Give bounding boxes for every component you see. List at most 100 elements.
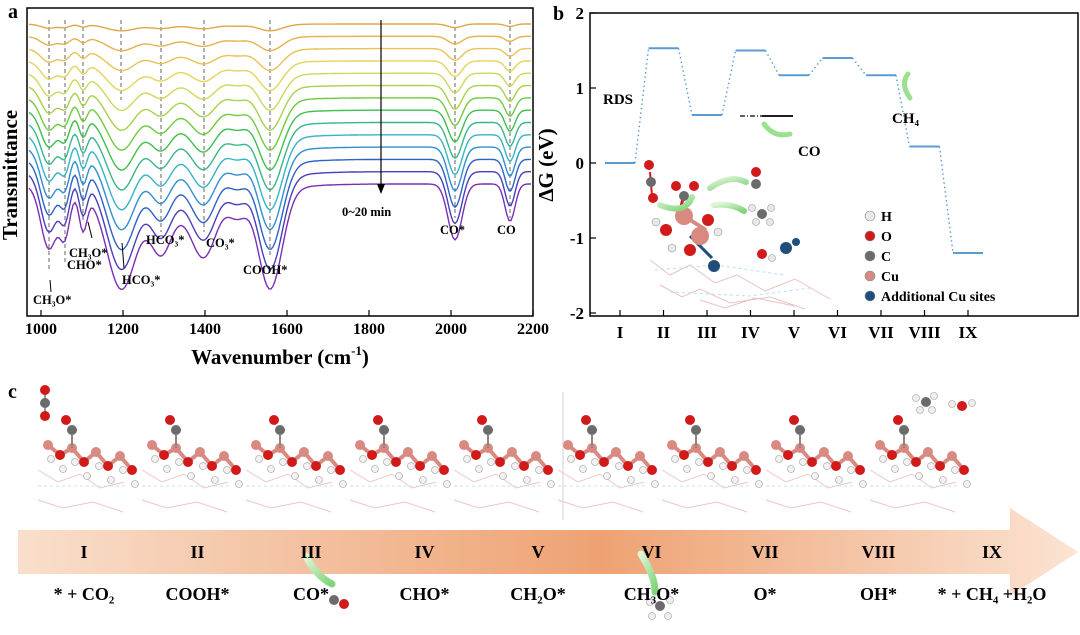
- panel-b-yticks: 2 1 0 -1 -2: [570, 4, 596, 323]
- slab-atom: [183, 457, 193, 467]
- annot-hco3-low: HCO₃*: [122, 273, 160, 287]
- slab-atom: [935, 461, 945, 471]
- slab-structure: [765, 415, 867, 513]
- slab-lattice: [661, 469, 749, 489]
- x-tick-label: VI: [828, 323, 847, 342]
- slab-atom: [251, 440, 261, 450]
- step-number: III: [300, 542, 321, 562]
- time-label: 0~20 min: [342, 205, 391, 219]
- slab-atom: [599, 457, 609, 467]
- slab-h-atom: [683, 465, 691, 473]
- slab-lattice: [245, 469, 333, 489]
- slab-atom: [495, 457, 505, 467]
- step-number: VIII: [861, 542, 895, 562]
- slab-lattice: [661, 499, 748, 513]
- step-species: CO*: [293, 584, 329, 604]
- slab-lattice: [557, 499, 644, 513]
- annot-cooh: COOH*: [243, 263, 287, 277]
- slab-h-atom: [407, 462, 415, 470]
- slab-lattice: [453, 499, 540, 513]
- slab-lattice: [869, 499, 956, 513]
- adsorbate-atom: [789, 415, 799, 425]
- slab-atom: [887, 450, 897, 460]
- spectrum-line: [28, 23, 531, 32]
- inset-cluster: [651, 181, 800, 272]
- ch4-leaving: [637, 550, 674, 620]
- slab-h-atom: [743, 466, 751, 474]
- slab-h-atom: [339, 480, 347, 488]
- slab-h-atom: [511, 462, 519, 470]
- slab-h-atom: [835, 476, 843, 484]
- spectrum-line: [28, 109, 531, 171]
- step-species: CH₃O*: [624, 584, 679, 604]
- gas-ch4-h2o: [912, 392, 976, 414]
- slab-lattice: [245, 499, 332, 513]
- slab-atom: [519, 461, 529, 471]
- spectrum-line: [28, 97, 532, 151]
- slab-atom: [543, 465, 553, 475]
- slab-atom: [43, 440, 53, 450]
- slab-h-atom: [151, 455, 159, 463]
- slab-atom: [531, 451, 541, 461]
- slab-structure: [349, 415, 451, 513]
- slab-h-atom: [255, 455, 263, 463]
- slab-structure: [869, 415, 971, 513]
- slab-h-atom: [371, 465, 379, 473]
- energy-connector: [634, 48, 650, 164]
- annot-ch3o-mid: CH₃O*: [69, 246, 107, 260]
- slab-atom: [679, 450, 689, 460]
- slab-atom: [367, 450, 377, 460]
- slab-h-atom: [535, 466, 543, 474]
- slab-h-atom: [383, 458, 391, 466]
- slab-atom: [147, 440, 157, 450]
- y-tick-label: 0: [576, 154, 585, 173]
- slab-lattice: [349, 469, 437, 489]
- slab-h-atom: [395, 472, 403, 480]
- adsorbate-atom: [899, 425, 909, 435]
- panel-b-ylabel: ΔG (eV): [534, 128, 558, 201]
- slab-atom: [207, 461, 217, 471]
- spectrum-line: [28, 158, 531, 251]
- step-species: OH*: [860, 584, 897, 604]
- slab-atom: [923, 447, 933, 457]
- slab-h-atom: [579, 465, 587, 473]
- slab-atom: [103, 461, 113, 471]
- slab-h-atom: [651, 480, 659, 488]
- annot-hco3-high: HCO₃*: [146, 233, 184, 247]
- step-number: I: [80, 542, 87, 562]
- slab-atom: [575, 450, 585, 460]
- slab-h-atom: [359, 455, 367, 463]
- slab-h-atom: [775, 455, 783, 463]
- slab-lattice: [37, 469, 125, 489]
- step-species: * + CH₄ +H₂O: [938, 584, 1047, 604]
- slab-atom: [403, 447, 413, 457]
- spectrum-line: [28, 47, 531, 72]
- slab-atom: [427, 451, 437, 461]
- legend-swatch: [864, 210, 876, 222]
- slab-atom: [611, 447, 621, 457]
- slab-h-atom: [199, 462, 207, 470]
- slab-atom: [311, 461, 321, 471]
- step-number: II: [190, 542, 204, 562]
- slab-atom: [391, 457, 401, 467]
- legend-swatch: [864, 270, 876, 282]
- x-tick-label: VIII: [908, 323, 941, 342]
- adsorbate-atom: [483, 425, 493, 435]
- spectrum-line: [28, 84, 532, 132]
- annot-cho: CHO*: [67, 258, 102, 272]
- x-tick-label: II: [657, 323, 671, 342]
- x-tick-label: I: [617, 323, 624, 342]
- slab-h-atom: [903, 458, 911, 466]
- slab-h-atom: [731, 476, 739, 484]
- spectrum-line: [28, 121, 531, 191]
- slab-h-atom: [939, 476, 947, 484]
- slab-lattice: [557, 469, 645, 489]
- legend-label: H: [881, 210, 892, 225]
- adsorbate-atom: [691, 425, 701, 435]
- slab-atom: [751, 465, 761, 475]
- slab-h-atom: [879, 455, 887, 463]
- pathway-steps: I * + CO₂ II COOH* III CO* IV CHO* V CH₂O* VI CH₃O*…: [54, 542, 1047, 604]
- legend-label: C: [881, 250, 891, 265]
- co-label: CO: [798, 144, 821, 160]
- co-leaving: [302, 552, 349, 609]
